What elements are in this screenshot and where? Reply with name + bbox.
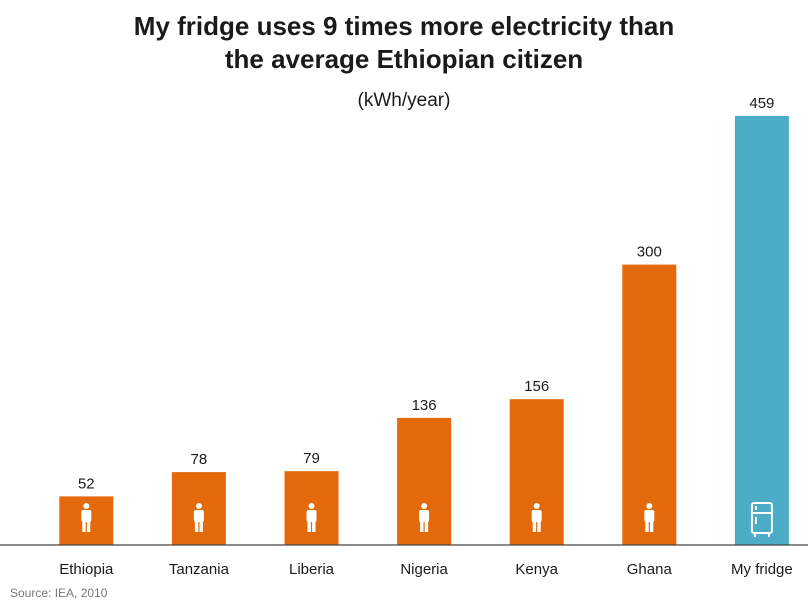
bar [509,399,564,545]
person-icon [306,503,317,532]
value-label: 136 [412,397,437,414]
person-icon [419,503,430,532]
value-label: 300 [637,244,662,261]
bar [397,417,452,545]
category-label: Tanzania [169,561,230,578]
bar [622,264,677,545]
category-label: Kenya [515,561,558,578]
title-line-2: the average Ethiopian citizen [224,44,584,74]
person-icon [644,503,655,532]
chart-title: My fridge uses 9 times more electricity … [0,10,808,76]
bar [734,116,789,545]
category-label: Ghana [627,561,673,578]
value-label: 156 [524,378,549,395]
value-label: 52 [78,475,95,492]
person-icon [193,503,204,532]
value-label: 78 [191,451,208,468]
value-label: 459 [749,95,774,112]
category-label: Ethiopia [59,561,114,578]
category-label: Liberia [289,561,335,578]
person-icon [81,503,92,532]
source-note: Source: IEA, 2010 [10,586,108,600]
title-line-1: My fridge uses 9 times more electricity … [133,11,675,41]
fridge-icon [750,502,773,537]
value-label: 79 [303,450,320,467]
category-label: My fridge [731,561,793,578]
person-icon [531,503,542,532]
category-label: Nigeria [400,561,448,578]
chart-subtitle: (kWh/year) [357,90,451,111]
